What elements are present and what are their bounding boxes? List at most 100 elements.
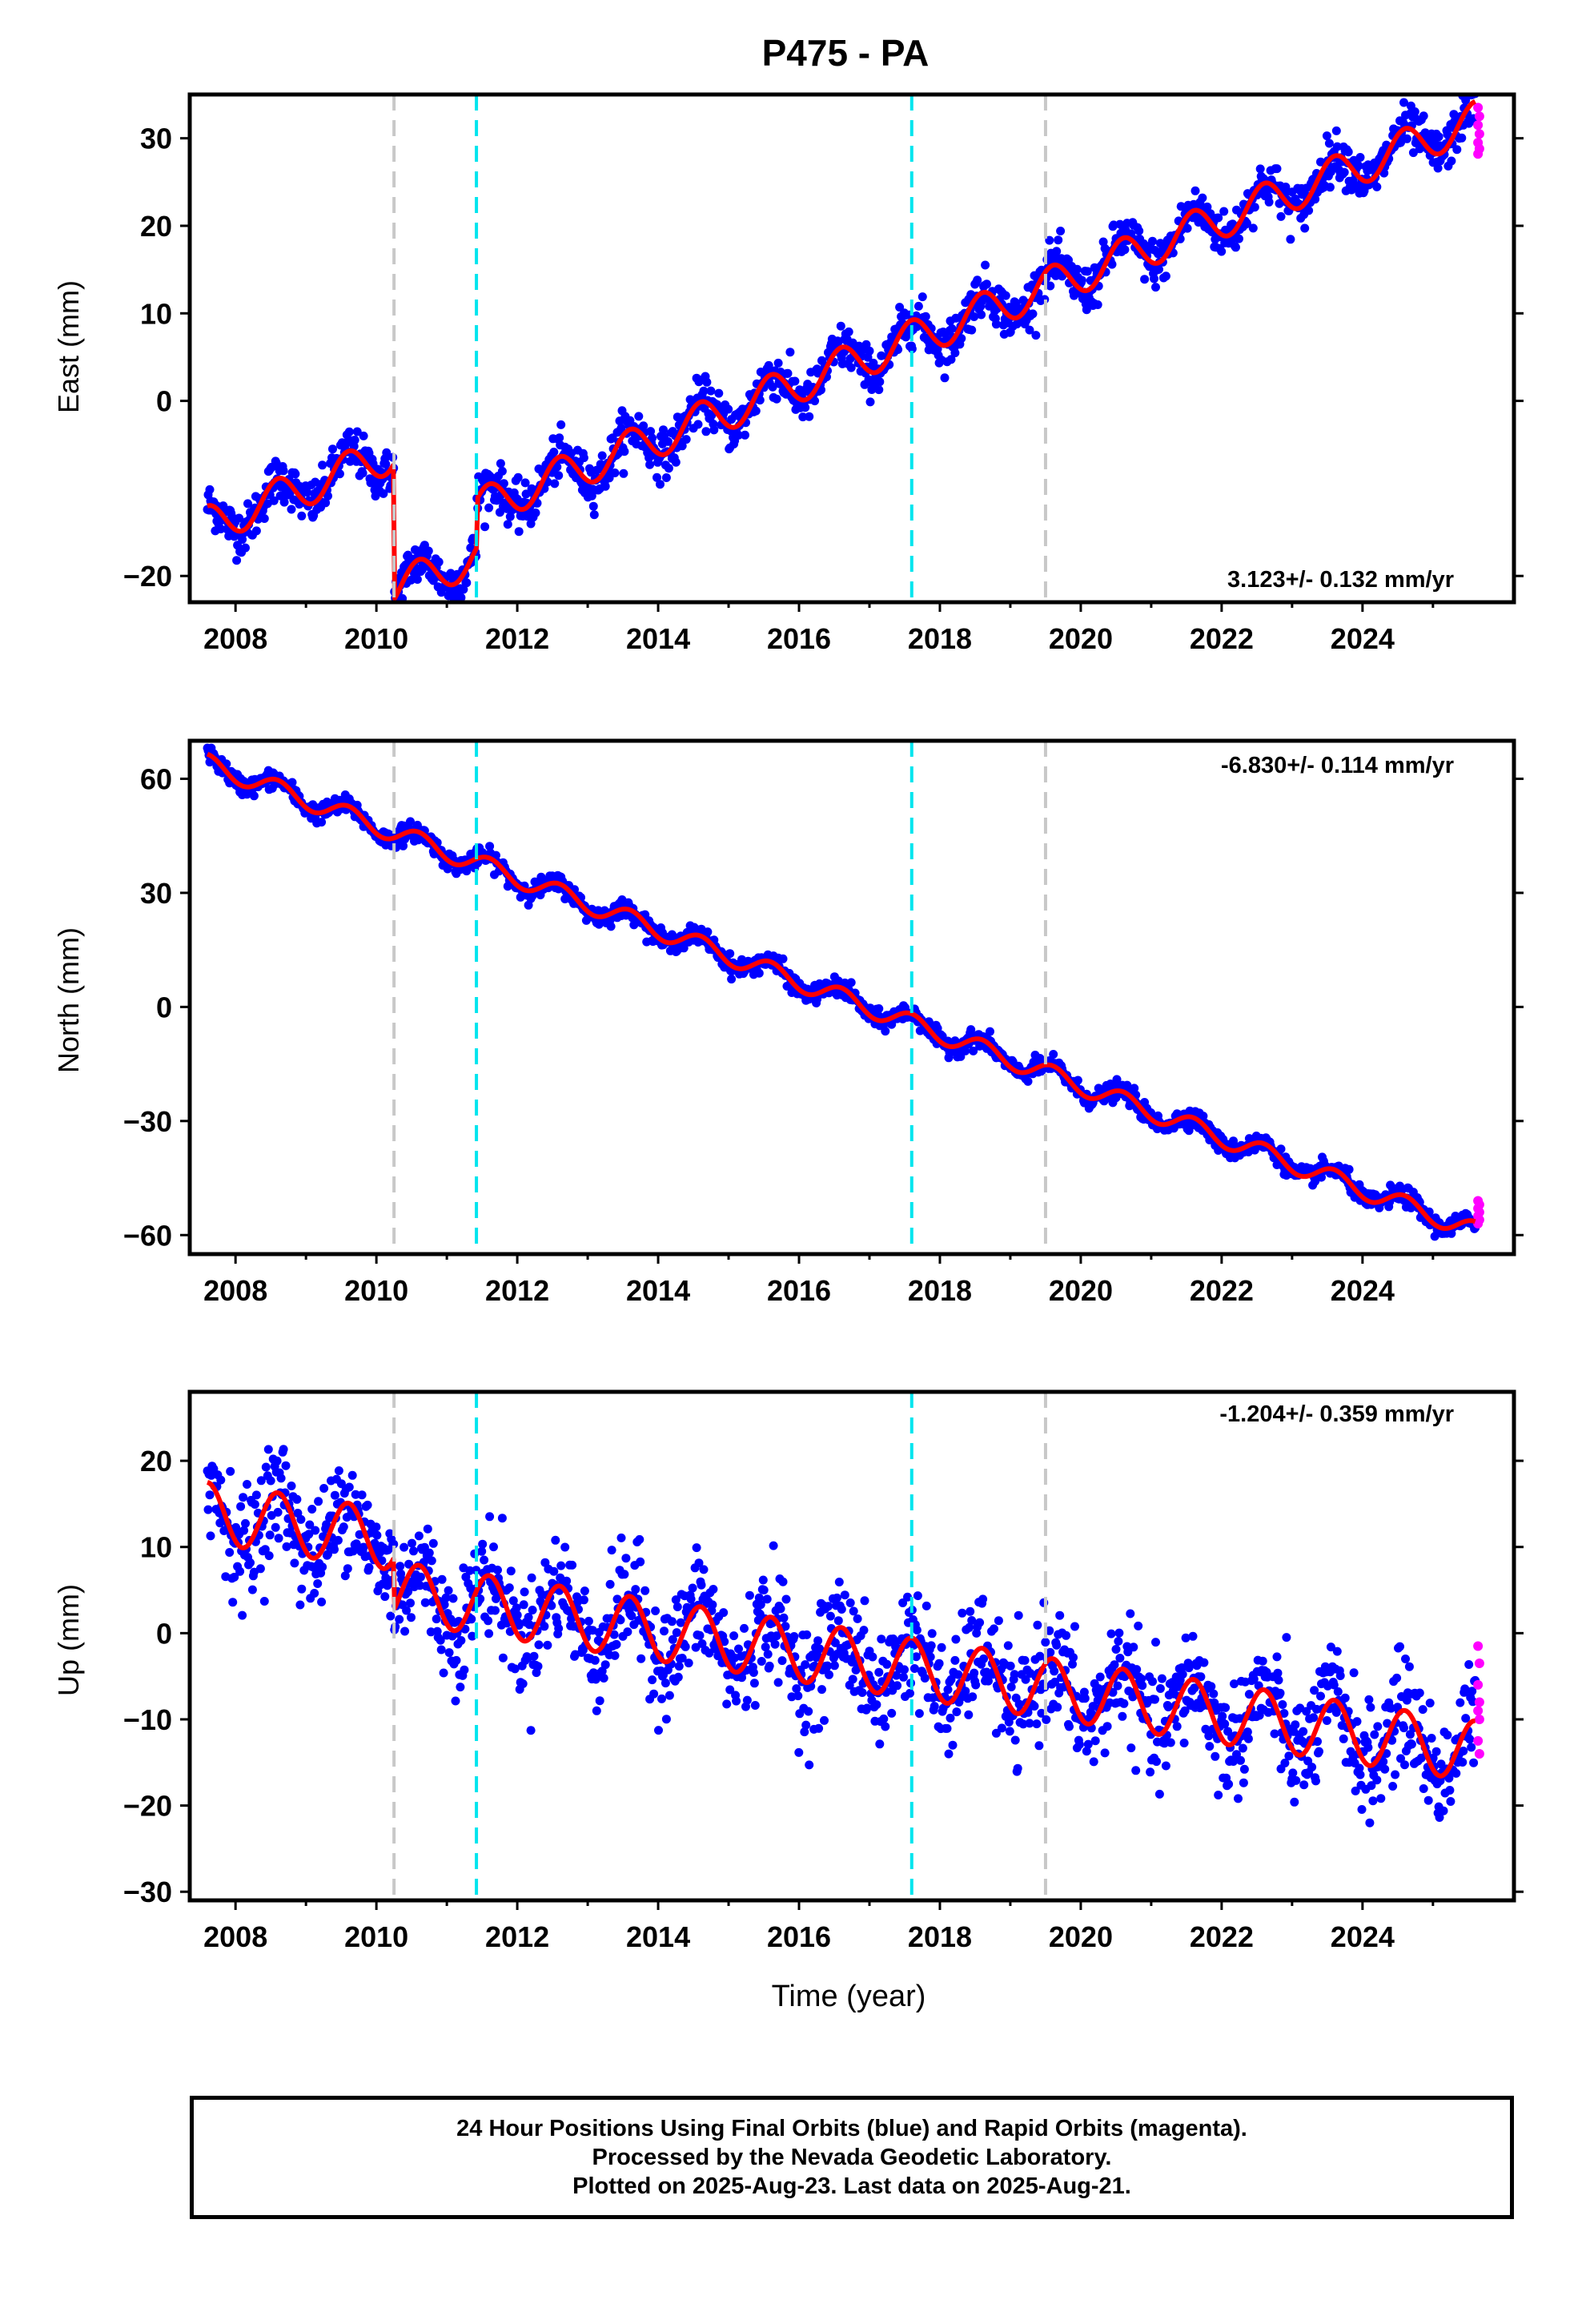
north-y-tick-label: 60 (140, 762, 172, 795)
north-point (492, 850, 500, 860)
up-point (1316, 1691, 1325, 1701)
up-point (1445, 1786, 1455, 1795)
up-point (1299, 1780, 1309, 1790)
east-point (291, 469, 300, 479)
up-point (772, 1631, 781, 1641)
up-point (1273, 1668, 1283, 1678)
up-rapid-point (1473, 1735, 1484, 1746)
north-plot-frame (187, 738, 1516, 1256)
up-x-tick-label: 2016 (767, 1920, 831, 1953)
up-point (676, 1618, 685, 1627)
up-point (1159, 1739, 1169, 1748)
up-point (1021, 1675, 1030, 1684)
up-point (1391, 1770, 1400, 1779)
up-point (1309, 1713, 1319, 1723)
up-point (351, 1490, 360, 1499)
up-point (966, 1606, 975, 1616)
north-point (406, 817, 415, 826)
east-point (1264, 197, 1274, 207)
up-point (551, 1535, 560, 1545)
up-point (1181, 1633, 1191, 1642)
up-point (260, 1545, 270, 1554)
up-point (1010, 1735, 1020, 1745)
north-plot-area (203, 743, 1484, 1241)
up-point (409, 1546, 418, 1556)
up-point (1249, 1675, 1259, 1684)
up-point (241, 1518, 250, 1528)
up-point (1053, 1703, 1062, 1712)
up-point (1032, 1719, 1042, 1729)
east-point (907, 344, 917, 354)
east-rapid-point (1473, 149, 1484, 159)
up-point (649, 1689, 659, 1699)
up-point (1469, 1758, 1479, 1767)
east-point (798, 412, 808, 422)
east-point (755, 396, 765, 405)
east-rapid-point (1474, 111, 1484, 122)
up-point (1221, 1703, 1231, 1712)
up-point (964, 1710, 974, 1719)
east-point (1198, 193, 1207, 203)
east-point (514, 527, 524, 537)
up-point (607, 1546, 616, 1555)
up-point (1274, 1675, 1283, 1685)
up-point (347, 1470, 357, 1480)
up-point (1446, 1797, 1456, 1806)
up-plot-frame (187, 1389, 1516, 1903)
east-point (1082, 267, 1092, 276)
up-point (1349, 1668, 1359, 1678)
east-point (664, 464, 673, 473)
up-point (580, 1586, 589, 1596)
east-point (600, 481, 610, 491)
up-point (281, 1461, 291, 1470)
up-point (520, 1587, 529, 1597)
up-point (1229, 1757, 1238, 1766)
up-point (1465, 1735, 1475, 1744)
up-point (671, 1595, 681, 1605)
up-point (276, 1474, 286, 1483)
up-point (1387, 1735, 1397, 1745)
up-point (319, 1484, 329, 1493)
east-point (639, 421, 648, 431)
up-point (829, 1661, 839, 1671)
east-point (1281, 183, 1291, 191)
up-point (1046, 1647, 1055, 1657)
east-point (1325, 183, 1335, 192)
east-point (846, 363, 856, 372)
up-point (440, 1600, 449, 1610)
up-point (508, 1596, 518, 1606)
up-point (404, 1587, 413, 1597)
east-point (940, 373, 950, 383)
up-point (271, 1522, 280, 1532)
east-point (967, 325, 977, 335)
up-point (672, 1628, 681, 1638)
east-point (484, 503, 494, 513)
up-point (451, 1696, 460, 1706)
up-point (800, 1727, 809, 1737)
up-point (467, 1614, 476, 1624)
up-point (344, 1482, 354, 1492)
up-point (416, 1572, 425, 1582)
up-point (759, 1586, 769, 1594)
east-point (652, 472, 661, 482)
up-point (719, 1608, 729, 1618)
east-point (251, 526, 261, 536)
east-rapid-point (1474, 129, 1484, 139)
up-point (651, 1606, 661, 1615)
east-point (648, 433, 657, 443)
north-point (1311, 1176, 1320, 1186)
up-point (944, 1749, 954, 1759)
up-point (1370, 1730, 1379, 1739)
up-model-fit-line (206, 1480, 1476, 1779)
north-rapid-point (1473, 1219, 1484, 1228)
up-point (794, 1747, 804, 1757)
up-point (484, 1616, 493, 1626)
east-point (497, 466, 507, 476)
up-rapid-orbit-points (1473, 1641, 1484, 1759)
up-point (389, 1539, 399, 1549)
east-point (865, 346, 874, 356)
east-point (1250, 203, 1259, 212)
east-y-tick-label: 20 (140, 210, 172, 243)
up-point (592, 1706, 601, 1715)
up-point (1030, 1702, 1039, 1711)
